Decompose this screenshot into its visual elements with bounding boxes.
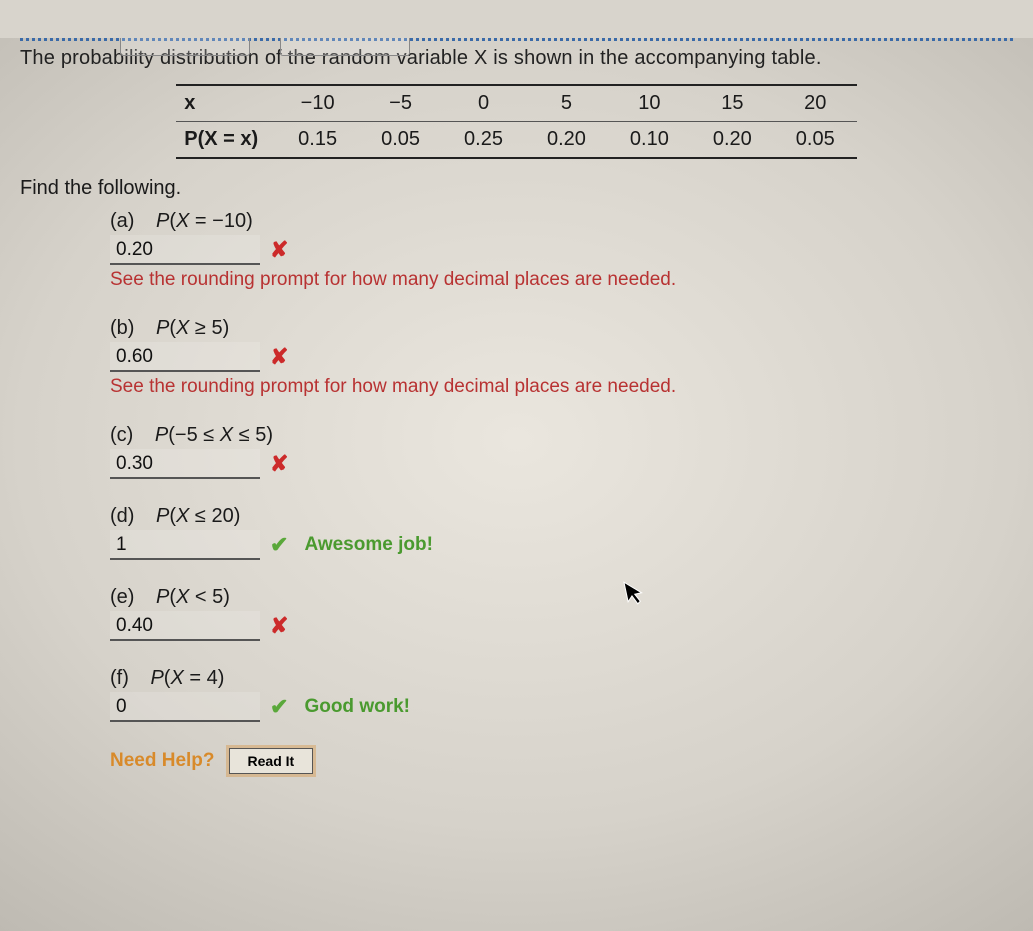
part-f-feedback: Good work! xyxy=(304,696,410,718)
part-d-input[interactable] xyxy=(110,530,260,560)
part-c-label: (c) xyxy=(110,424,133,446)
part-c-expr: P(−5 ≤ X ≤ 5) xyxy=(155,424,273,446)
p-val-4: 0.10 xyxy=(608,122,691,159)
part-d-label: (d) xyxy=(110,505,134,527)
part-b-label: (b) xyxy=(110,317,134,339)
part-d-expr: P(X ≤ 20) xyxy=(156,505,240,527)
row-header-p: P(X = x) xyxy=(176,122,276,159)
stub-input-2[interactable] xyxy=(280,38,410,56)
part-e-question: (e) P(X < 5) xyxy=(110,586,1013,609)
part-b: (b) P(X ≥ 5) ✘ See the rounding prompt f… xyxy=(110,317,1013,398)
table-row-x: x −10 −5 0 5 10 15 20 xyxy=(176,85,856,122)
part-f: (f) P(X = 4) ✔ Good work! xyxy=(110,667,1013,722)
top-input-stubs xyxy=(0,38,410,56)
part-f-question: (f) P(X = 4) xyxy=(110,667,1013,690)
check-icon: ✔ xyxy=(270,696,288,718)
x-val-3: 5 xyxy=(525,85,608,122)
part-e-label: (e) xyxy=(110,586,134,608)
part-f-answer-row: ✔ Good work! xyxy=(110,692,1013,722)
p-val-1: 0.05 xyxy=(359,122,442,159)
table-row-p: P(X = x) 0.15 0.05 0.25 0.20 0.10 0.20 0… xyxy=(176,122,856,159)
part-d-feedback: Awesome job! xyxy=(304,534,432,556)
part-a-expr: P(X = −10) xyxy=(156,210,253,232)
p-val-3: 0.20 xyxy=(525,122,608,159)
x-val-0: −10 xyxy=(276,85,359,122)
part-c-input[interactable] xyxy=(110,449,260,479)
p-val-5: 0.20 xyxy=(691,122,774,159)
part-d-question: (d) P(X ≤ 20) xyxy=(110,505,1013,528)
row-header-x: x xyxy=(176,85,276,122)
x-val-4: 10 xyxy=(608,85,691,122)
distribution-table: x −10 −5 0 5 10 15 20 P(X = x) 0.15 0.05… xyxy=(176,84,856,159)
wrong-icon: ✘ xyxy=(270,346,288,368)
part-a: (a) P(X = −10) ✘ See the rounding prompt… xyxy=(110,210,1013,291)
p-val-6: 0.05 xyxy=(774,122,857,159)
part-a-answer-row: ✘ xyxy=(110,235,1013,265)
part-b-answer-row: ✘ xyxy=(110,342,1013,372)
x-val-1: −5 xyxy=(359,85,442,122)
wrong-icon: ✘ xyxy=(270,453,288,475)
x-val-6: 20 xyxy=(774,85,857,122)
check-icon: ✔ xyxy=(270,534,288,556)
part-b-feedback: See the rounding prompt for how many dec… xyxy=(110,376,1013,398)
read-it-button[interactable]: Read It xyxy=(229,748,314,774)
wrong-icon: ✘ xyxy=(270,615,288,637)
part-b-expr: P(X ≥ 5) xyxy=(156,317,229,339)
part-d: (d) P(X ≤ 20) ✔ Awesome job! xyxy=(110,505,1013,560)
part-f-input[interactable] xyxy=(110,692,260,722)
stub-input-1[interactable] xyxy=(120,38,250,56)
part-c: (c) P(−5 ≤ X ≤ 5) ✘ xyxy=(110,424,1013,479)
question-parts: (a) P(X = −10) ✘ See the rounding prompt… xyxy=(110,210,1013,774)
need-help-label: Need Help? xyxy=(110,750,215,772)
need-help-row: Need Help? Read It xyxy=(110,748,1013,774)
part-a-input[interactable] xyxy=(110,235,260,265)
x-val-5: 15 xyxy=(691,85,774,122)
part-c-answer-row: ✘ xyxy=(110,449,1013,479)
part-e-answer-row: ✘ xyxy=(110,611,1013,641)
part-b-question: (b) P(X ≥ 5) xyxy=(110,317,1013,340)
part-c-question: (c) P(−5 ≤ X ≤ 5) xyxy=(110,424,1013,447)
part-a-question: (a) P(X = −10) xyxy=(110,210,1013,233)
part-f-label: (f) xyxy=(110,667,129,689)
part-d-answer-row: ✔ Awesome job! xyxy=(110,530,1013,560)
part-e-expr: P(X < 5) xyxy=(156,586,230,608)
part-e: (e) P(X < 5) ✘ xyxy=(110,586,1013,641)
p-val-2: 0.25 xyxy=(442,122,525,159)
p-val-0: 0.15 xyxy=(276,122,359,159)
part-e-input[interactable] xyxy=(110,611,260,641)
wrong-icon: ✘ xyxy=(270,239,288,261)
part-a-label: (a) xyxy=(110,210,134,232)
find-instruction: Find the following. xyxy=(20,177,1013,200)
part-a-feedback: See the rounding prompt for how many dec… xyxy=(110,269,1013,291)
x-val-2: 0 xyxy=(442,85,525,122)
part-b-input[interactable] xyxy=(110,342,260,372)
part-f-expr: P(X = 4) xyxy=(150,667,224,689)
